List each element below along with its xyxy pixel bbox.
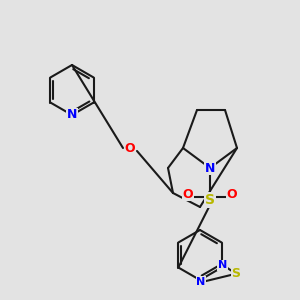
Text: S: S: [232, 267, 241, 280]
Text: O: O: [183, 188, 193, 200]
Text: N: N: [218, 260, 227, 271]
Text: N: N: [196, 277, 206, 287]
Text: N: N: [205, 161, 215, 175]
Text: O: O: [227, 188, 237, 200]
Text: S: S: [205, 193, 215, 207]
Text: N: N: [67, 109, 77, 122]
Text: O: O: [125, 142, 135, 154]
